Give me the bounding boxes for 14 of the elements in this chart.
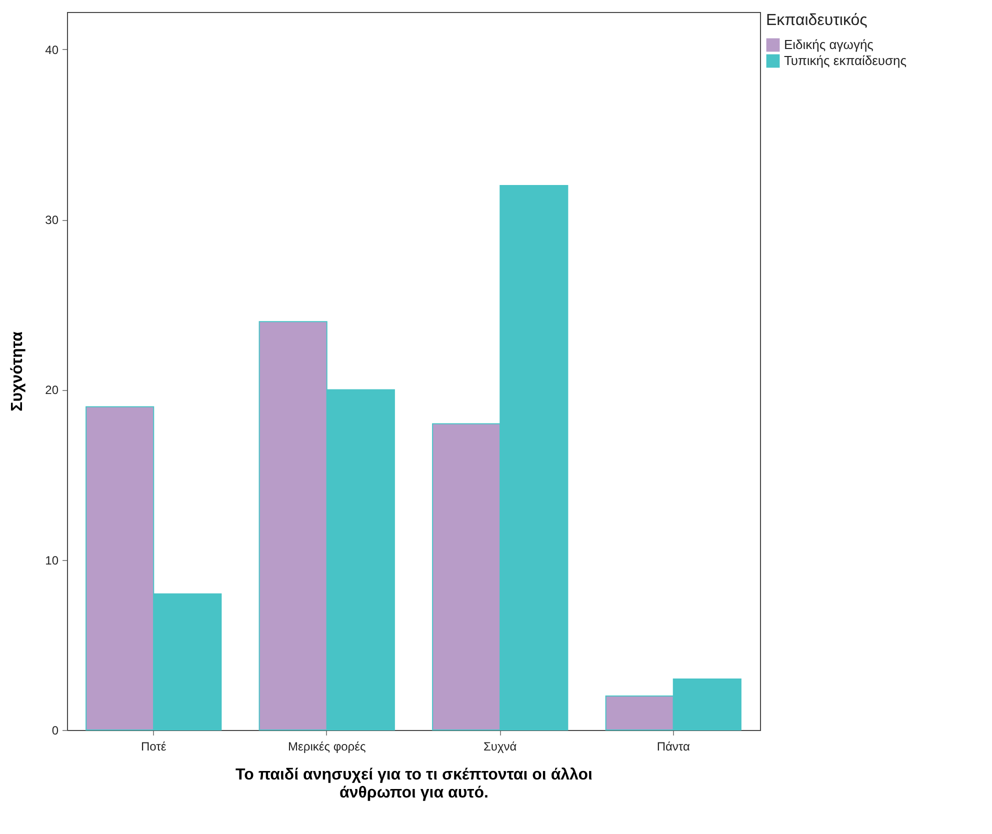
y-tick-label: 30: [45, 213, 59, 228]
x-tick-label: Μερικές φορές: [288, 740, 366, 754]
y-axis-title: Συχνότητα: [9, 331, 26, 412]
y-tick-label: 10: [45, 553, 59, 568]
x-tick-label: Συχνά: [484, 740, 517, 754]
x-tick-label: Ποτέ: [140, 740, 167, 754]
legend-title: Εκπαιδευτικός: [766, 12, 868, 29]
y-tick-label: 40: [45, 42, 59, 57]
y-tick-label: 20: [45, 383, 59, 398]
x-tick-label: Πάντα: [656, 740, 690, 754]
x-axis-title: Το παιδί ανησυχεί για το τι σκέπτονται οι άλλοι άνθρωποι για αυτό.: [236, 766, 592, 802]
legend-label: Ειδικής αγωγής: [784, 37, 874, 52]
y-tick-label: 0: [52, 724, 59, 738]
legend-label: Τυπικής εκπαίδευσης: [784, 53, 907, 68]
